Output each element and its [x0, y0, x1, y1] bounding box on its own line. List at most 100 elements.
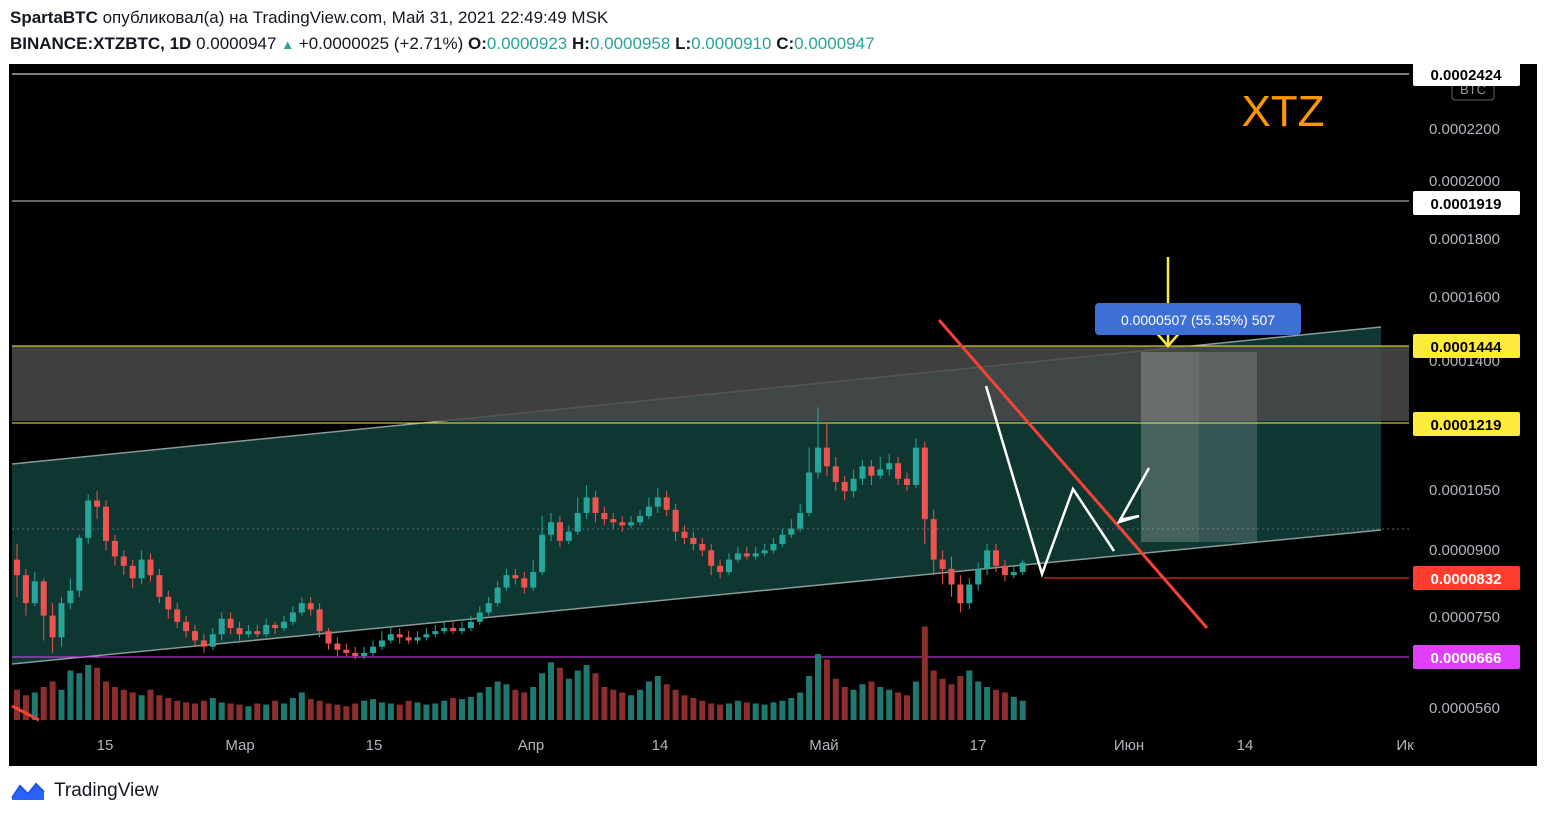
volume-bar — [993, 689, 999, 720]
volume-bar — [779, 700, 786, 720]
volume-bar — [352, 703, 359, 720]
volume-bar — [681, 695, 688, 720]
volume-bar — [272, 700, 279, 720]
volume-bar — [40, 687, 47, 720]
publication-header: SpartaBTC опубликовал(а) на TradingView.… — [10, 8, 608, 28]
measure-box — [1095, 303, 1301, 335]
candle-body — [405, 637, 412, 641]
price-label: 0.0000832 — [1431, 571, 1502, 588]
candle-body — [236, 628, 243, 635]
candle-body — [654, 497, 661, 507]
volume-bar — [343, 706, 350, 720]
measure-label: 0.0000507 (55.35%) 507 — [1121, 312, 1275, 328]
candle-body — [734, 553, 741, 560]
candle-body — [966, 584, 973, 604]
candle-body — [156, 575, 163, 597]
high-value: 0.0000958 — [589, 34, 671, 53]
volume-bar — [717, 704, 724, 720]
candle-body — [930, 519, 937, 560]
volume-bar — [147, 689, 154, 720]
volume-bar — [912, 681, 919, 720]
x-axis-tick: 15 — [366, 737, 383, 754]
x-axis-tick: 14 — [652, 737, 669, 754]
candle-body — [663, 497, 670, 510]
candle-body — [548, 522, 554, 535]
candle-body — [94, 500, 101, 507]
volume-bar — [530, 687, 537, 720]
volume-bar — [209, 698, 216, 720]
volume-bar — [405, 700, 412, 720]
change-value: +0.0000025 (+2.71%) — [298, 34, 464, 53]
volume-bar — [307, 699, 314, 720]
volume-bar — [263, 704, 270, 720]
footer-brand[interactable]: TradingView — [10, 780, 159, 802]
volume-bar — [361, 700, 368, 720]
price-label-box — [1413, 566, 1520, 590]
volume-bar — [726, 703, 732, 720]
candle-body — [690, 537, 697, 545]
volume-bar — [165, 698, 172, 720]
candle-body — [521, 578, 528, 588]
candle-body — [895, 463, 902, 479]
candle-body — [200, 640, 207, 647]
candle-body — [76, 537, 83, 591]
volume-bar — [1001, 692, 1008, 720]
candle-body — [14, 559, 20, 576]
volume-bar — [192, 703, 198, 720]
close-label: C: — [776, 34, 795, 53]
candle-body — [494, 587, 501, 604]
candle-body — [708, 550, 715, 566]
candle-body — [726, 559, 732, 573]
volume-bar — [788, 698, 795, 720]
author-name[interactable]: SpartaBTC — [10, 8, 98, 27]
volume-bar — [49, 681, 56, 720]
candle-body — [957, 584, 964, 604]
high-label: H: — [572, 34, 590, 53]
ohlc-header: BINANCE:XTZBTC, 1D 0.0000947 ▲ +0.000002… — [10, 34, 875, 54]
projection-box-1 — [1141, 352, 1199, 542]
price-label-box — [1413, 645, 1520, 669]
volume-bar — [850, 689, 857, 720]
volume-bar — [22, 695, 29, 720]
volume-bar — [939, 678, 946, 720]
volume-bar — [556, 667, 563, 720]
candle-body — [984, 550, 991, 569]
volume-bar — [539, 673, 546, 720]
candle-body — [993, 550, 999, 566]
chart-area[interactable]: 0.0000507 (55.35%) 507 XTZ BTC 0.0002200 0.0… — [9, 62, 1537, 766]
volume-bar — [752, 703, 759, 720]
volume-bar — [298, 692, 305, 720]
volume-bar — [743, 702, 750, 720]
volume-bar — [984, 687, 991, 720]
volume-bar — [503, 684, 510, 720]
volume-bar — [797, 692, 804, 720]
candle-body — [218, 618, 225, 635]
candle-body — [645, 506, 652, 517]
volume-bar — [254, 703, 261, 720]
price-label: 0.0002424 — [1431, 67, 1503, 84]
volume-bar — [841, 687, 848, 720]
volume-bar — [610, 689, 617, 720]
candle-body — [770, 544, 777, 551]
candle-body — [450, 628, 457, 632]
volume-bar — [708, 703, 715, 720]
candle-body — [31, 581, 38, 604]
candle-body — [361, 652, 368, 657]
open-label: O: — [468, 34, 487, 53]
volume-bar — [183, 702, 190, 720]
candle-body — [227, 618, 234, 629]
x-axis-tick: 15 — [97, 737, 114, 754]
chart-title: XTZ — [1241, 87, 1324, 136]
candle-body — [40, 581, 47, 616]
x-axis-tick: Июн — [1114, 737, 1144, 754]
volume-bar — [174, 700, 181, 720]
candle-body — [432, 631, 439, 635]
volume-bar — [859, 684, 866, 720]
white-arrow-icon — [1116, 467, 1151, 525]
price-label-box — [1413, 191, 1520, 215]
volume-bar — [476, 692, 483, 720]
candle-body — [58, 603, 65, 638]
volume-bar — [281, 703, 287, 720]
candle-body — [441, 628, 448, 632]
